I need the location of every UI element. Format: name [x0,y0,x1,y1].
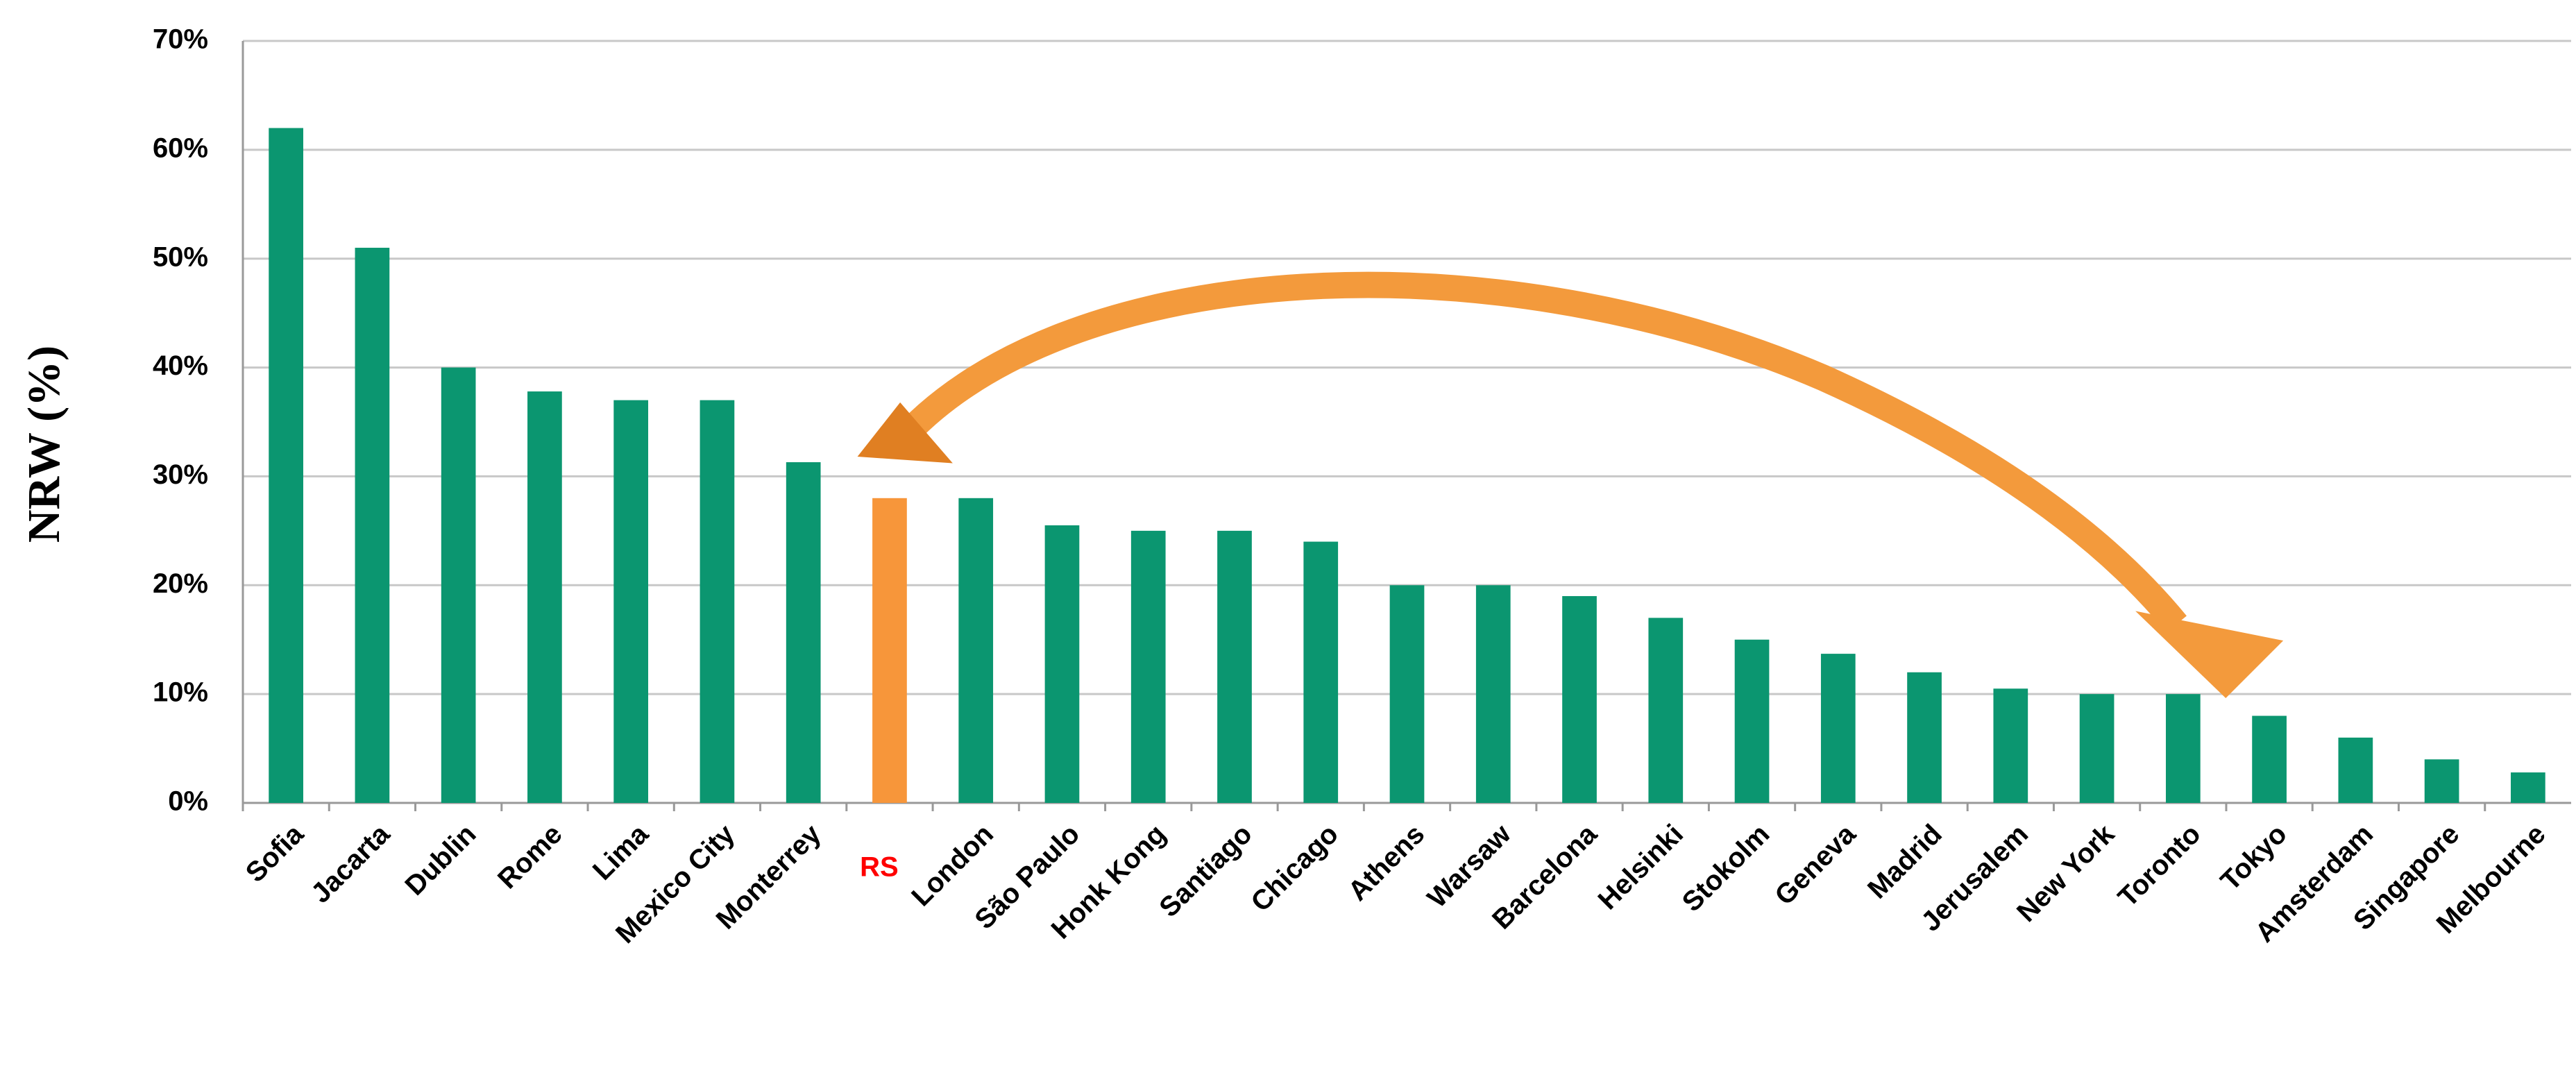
arrow-head [2135,611,2284,698]
x-tick-label: Tokyo [2215,819,2293,897]
bar [1217,530,1252,803]
y-axis-label: NRW (%) [19,346,69,543]
bar [2252,715,2287,803]
bar [269,128,303,803]
bar [1389,585,1425,803]
bar [441,367,476,803]
x-tick-label: Toronto [2112,819,2207,913]
arrow-body [885,271,2187,633]
y-tick-label: 30% [153,459,208,490]
bar [1562,595,1597,803]
bar [527,391,562,803]
bar [1820,654,1856,803]
bar [2511,772,2545,803]
x-tick-label: Stokolm [1677,819,1776,918]
x-tick-label: Madrid [1862,819,1948,905]
bar [1993,688,2028,803]
bar [2424,759,2459,803]
arrow [857,271,2284,698]
bar [786,462,821,803]
x-tick-label: Lima [587,818,655,886]
bar [1303,541,1339,803]
bar [958,498,994,803]
bar [700,400,735,803]
bar [872,498,907,803]
bar [355,248,390,803]
x-tick-label: Santiago [1153,819,1258,924]
y-tick-label: 60% [153,133,208,163]
bar [1734,639,1770,803]
y-tick-label: 40% [153,350,208,381]
x-tick-label: RS [860,852,899,883]
x-tick-label: Sofia [240,818,310,888]
y-tick-label: 50% [153,241,208,272]
x-tick-label: Helsinki [1593,819,1690,916]
bar [1475,585,1511,803]
x-tick-label: Dublin [399,819,482,901]
x-tick-label: Chicago [1245,819,1344,918]
y-tick-label: 10% [153,677,208,708]
bar [1907,672,1942,803]
bar [2079,694,2115,803]
arrow-tail [857,402,953,464]
bar [2338,737,2373,803]
x-tick-label: Athens [1342,819,1430,907]
bar [613,400,649,803]
x-tick-label: Geneva [1769,818,1862,911]
bar [1130,530,1166,803]
bar [1648,618,1684,803]
x-tick-label: Jacarta [305,818,396,909]
x-tick-label: Rome [492,819,568,895]
bar [1044,525,1080,803]
bar [2165,694,2201,803]
y-tick-label: 20% [153,568,208,599]
y-tick-label: 70% [153,24,208,55]
y-tick-label: 0% [168,786,208,817]
